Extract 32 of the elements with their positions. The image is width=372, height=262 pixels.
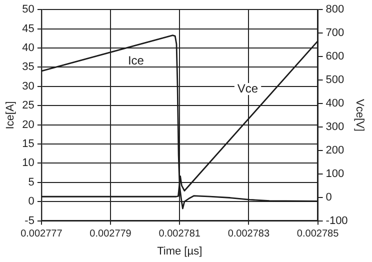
y-tick-label: 50 [22, 4, 34, 16]
x-tick-label: 0.002781 [158, 228, 201, 240]
series-label: Vce [237, 81, 258, 96]
y2-tick-label: 400 [326, 98, 344, 110]
y2-tick-label: 0 [326, 191, 332, 204]
y2-axis-title: Vce[V] [353, 98, 366, 132]
y2-tick-label: 700 [326, 27, 344, 40]
y2-tick-label: 500 [326, 74, 344, 86]
y-tick-label: 45 [22, 22, 34, 35]
y2-tick-label: 800 [326, 4, 344, 16]
y-tick-label: 40 [22, 42, 34, 54]
x-tick-label: 0.002785 [296, 228, 340, 240]
y-tick-label: 35 [22, 61, 34, 74]
y-tick-label: -5 [24, 214, 34, 227]
y2-tick-label: -100 [326, 214, 348, 227]
y-axis-title: Ice[A] [4, 101, 17, 130]
y-tick-label: 25 [22, 100, 34, 112]
x-tick-label: 0.002779 [90, 228, 132, 240]
y-tick-label: 5 [28, 176, 34, 188]
y2-tick-label: 100 [326, 168, 344, 180]
x-axis-title: Time [µs] [157, 245, 202, 258]
y-tick-label: 30 [22, 80, 34, 92]
y2-tick-label: 300 [326, 120, 344, 133]
y-tick-label: 0 [28, 196, 34, 208]
y-tick-label: 15 [22, 138, 34, 150]
y2-tick-label: 600 [326, 50, 344, 63]
y-tick-label: 20 [22, 118, 34, 131]
x-tick-label: 0.002777 [20, 228, 63, 240]
y2-tick-label: 200 [326, 144, 344, 156]
x-tick-label: 0.002783 [228, 228, 270, 240]
series-label: Ice [128, 54, 144, 68]
y-tick-label: 10 [22, 157, 34, 170]
